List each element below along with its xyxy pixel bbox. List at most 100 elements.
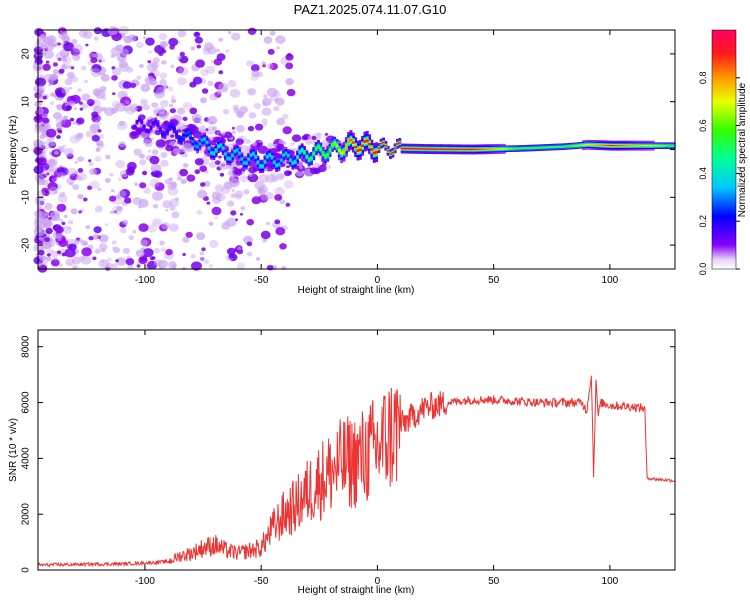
spectrogram-noise-blob [230,193,236,198]
spectrogram-noise-blob [143,36,147,40]
spectrogram-noise-blob [66,71,75,79]
spectrogram-noise-blob [56,104,62,109]
spectrogram-ridge-cell [549,146,553,148]
spectrogram-noise-blob [177,66,189,76]
spectrogram-noise-blob [122,247,130,254]
spectrogram-noise-blob [309,167,319,175]
spectrogram-ridge-cell [586,144,590,146]
spectrogram-noise-blob [201,88,209,94]
spectrogram-ridge-cell [156,123,160,126]
spectrogram-noise-blob [125,100,130,105]
spectrogram-ridge-cell [398,142,402,144]
spectrogram-noise-blob [218,70,224,75]
spectrogram-noise-blob [57,237,62,242]
spectrogram-ridge-cell [414,148,418,150]
spectrogram-noise-blob [71,38,78,45]
spectrogram-noise-blob [35,84,46,94]
spectrogram-ridge-cell [461,148,464,150]
spectrogram-noise-blob [44,123,52,129]
spectrogram-ridge-cell [210,151,213,155]
spectrogram-y-tick-label: 20 [21,48,32,60]
spectrogram-noise-blob [207,46,217,55]
spectrogram-noise-blob [267,48,275,55]
spectrogram-ridge-cell [393,147,397,149]
spectrogram-noise-blob [151,102,159,108]
spectrogram-noise-blob [98,259,110,269]
spectrogram-noise-blob [35,124,42,130]
spectrogram-noise-blob [70,208,78,215]
spectrogram-noise-blob [99,243,108,251]
spectrogram-noise-blob [94,248,102,254]
spectrogram-noise-blob [61,64,68,71]
spectrogram-ridge-cell [321,152,325,155]
spectrogram-ridge-cell [335,144,339,148]
spectrogram-noise-blob [37,261,43,267]
spectrogram-noise-blob [84,79,88,84]
spectrogram-noise-blob [41,51,47,56]
spectrogram-noise-blob [199,251,204,256]
spectrogram-noise-blob [230,162,237,167]
spectrogram-ridge-cell [628,145,632,147]
spectrogram-noise-blob [112,92,116,96]
colorbar-label: Normalized spectral amplitude [737,82,748,217]
spectrogram-ridge-cell [221,147,225,150]
spectrogram-noise-blob [118,63,130,72]
spectrogram-noise-blob [37,157,47,166]
spectrogram-noise-blob [232,130,236,134]
spectrogram-noise-blob [161,222,170,230]
spectrogram-ridge-cell [293,160,297,164]
spectrogram-noise-blob [46,253,51,257]
spectrogram-noise-blob [45,227,53,235]
spectrogram-noise-blob [92,88,102,97]
spectrogram-noise-blob [64,147,74,157]
spectrogram-noise-blob [160,247,167,253]
spectrogram-noise-blob [227,79,237,88]
spectrogram-noise-blob [159,240,165,246]
spectrogram-ridge-cell [368,142,371,146]
spectrogram-ridge-cell [147,130,151,133]
spectrogram-noise-blob [77,172,87,181]
spectrogram-noise-blob [150,61,159,70]
spectrogram-noise-blob [123,35,133,44]
spectrogram-noise-blob [177,30,187,38]
spectrogram-noise-blob [37,249,45,256]
spectrogram-noise-blob [247,125,255,132]
spectrogram-noise-blob [243,189,250,195]
spectrogram-ridge-cell [489,148,492,150]
spectrogram-noise-blob [279,243,287,250]
spectrogram-y-tick-label: 10 [21,96,32,108]
spectrogram-noise-blob [56,203,67,212]
spectrogram-noise-blob [37,96,43,101]
spectrogram-noise-blob [101,106,107,112]
spectrogram-ridge-cell [356,149,360,152]
spectrogram-noise-blob [72,184,80,191]
spectrogram-noise-blob [107,257,112,262]
spectrogram-ridge-cell [542,146,546,149]
spectrogram-noise-blob [276,117,286,126]
spectrogram-noise-blob [143,248,154,258]
spectrogram-noise-blob [163,120,170,125]
spectrogram-ridge-cell [205,141,209,144]
spectrogram-ridge-cell [165,129,169,133]
spectrogram-ridge-cell [649,145,653,147]
snr-x-tick-label: 0 [375,576,381,587]
spectrogram-noise-blob [276,46,281,50]
spectrogram-ridge-cell [482,148,485,150]
spectrogram-ridge-cell [326,153,330,157]
spectrogram-ridge-cell [312,152,316,155]
spectrogram-ridge-cell [444,148,448,150]
spectrogram-noise-blob [135,249,145,258]
spectrogram-ridge-cell [254,155,258,159]
spectrogram-noise-blob [136,108,141,112]
spectrogram-ridge-cell [328,148,332,152]
spectrogram-ridge-cell [605,144,609,147]
spectrogram-ridge-cell [465,148,469,151]
spectrogram-ridge-cell [354,145,358,149]
spectrogram-ridge-cell [386,150,390,152]
spectrogram-noise-blob [269,94,279,102]
spectrogram-noise-blob [161,60,167,65]
spectrogram-ridge-cell [219,143,223,147]
spectrogram-noise-blob [54,87,66,97]
spectrogram-ridge-cell [237,152,241,155]
spectrogram-noise-blob [262,122,268,127]
